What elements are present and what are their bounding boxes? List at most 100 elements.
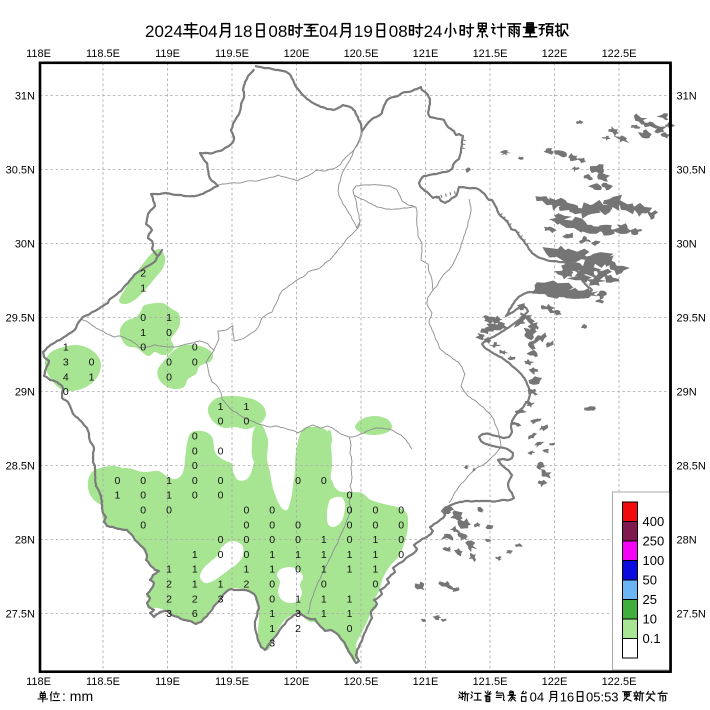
svg-text:28.5N: 28.5N	[6, 461, 35, 473]
svg-text:1: 1	[347, 549, 353, 561]
svg-text:250: 250	[643, 534, 665, 549]
svg-text:1: 1	[321, 593, 327, 605]
svg-text:1: 1	[166, 475, 172, 487]
svg-text:2: 2	[166, 593, 172, 605]
svg-text:2024: 2024	[145, 22, 183, 41]
svg-text:0: 0	[269, 519, 275, 531]
svg-text:1: 1	[166, 312, 172, 324]
svg-text:1: 1	[218, 579, 224, 591]
svg-text:31N: 31N	[677, 91, 697, 103]
svg-text:1: 1	[269, 623, 275, 635]
svg-text:24: 24	[424, 22, 443, 41]
svg-text:30N: 30N	[15, 239, 35, 251]
svg-text:0: 0	[243, 534, 249, 546]
svg-text:29.5N: 29.5N	[6, 313, 35, 325]
svg-text:118.5E: 118.5E	[86, 48, 120, 60]
svg-text:0: 0	[218, 549, 224, 561]
svg-text:118E: 118E	[26, 48, 51, 60]
svg-text:1: 1	[192, 549, 198, 561]
svg-text:1: 1	[269, 608, 275, 620]
svg-text:122.5E: 122.5E	[602, 48, 637, 60]
svg-text:0: 0	[295, 564, 301, 576]
svg-text:0: 0	[243, 505, 249, 517]
svg-text:1: 1	[347, 564, 353, 576]
svg-text:0: 0	[398, 534, 404, 546]
svg-text:1: 1	[166, 490, 172, 502]
svg-text:120.5E: 120.5E	[344, 48, 379, 60]
svg-text:0: 0	[166, 327, 172, 339]
svg-text:18: 18	[234, 22, 253, 41]
svg-text:6: 6	[192, 608, 198, 620]
svg-text:0: 0	[192, 460, 198, 472]
svg-text:19: 19	[354, 22, 373, 41]
svg-text:1: 1	[192, 579, 198, 591]
svg-text:28.5N: 28.5N	[677, 461, 706, 473]
svg-text:0: 0	[218, 445, 224, 457]
svg-text:1: 1	[269, 549, 275, 561]
svg-text:119E: 119E	[155, 48, 180, 60]
svg-text:122E: 122E	[542, 676, 568, 688]
svg-text:0: 0	[218, 534, 224, 546]
svg-text:29N: 29N	[15, 387, 35, 399]
svg-text:120E: 120E	[284, 676, 310, 688]
svg-text:0: 0	[192, 357, 198, 369]
svg-text:1: 1	[295, 549, 301, 561]
svg-text:16: 16	[560, 690, 574, 705]
svg-text:08: 08	[268, 22, 287, 41]
svg-text:: mm: : mm	[62, 688, 93, 704]
svg-text:1: 1	[89, 371, 95, 383]
svg-text:0: 0	[398, 519, 404, 531]
svg-text:1: 1	[372, 549, 378, 561]
svg-text:2: 2	[295, 623, 301, 635]
svg-text:122E: 122E	[542, 48, 568, 60]
svg-text:1: 1	[321, 608, 327, 620]
svg-text:0: 0	[321, 579, 327, 591]
svg-text:1: 1	[192, 564, 198, 576]
svg-text:0: 0	[192, 445, 198, 457]
svg-text:0: 0	[243, 549, 249, 561]
svg-text:400: 400	[643, 514, 665, 529]
svg-text:1: 1	[321, 534, 327, 546]
svg-text:0: 0	[321, 475, 327, 487]
svg-text:118.5E: 118.5E	[86, 676, 120, 688]
svg-text:0: 0	[269, 579, 275, 591]
svg-text:1: 1	[372, 534, 378, 546]
svg-text:0: 0	[89, 357, 95, 369]
svg-text:0: 0	[347, 534, 353, 546]
svg-text:0.1: 0.1	[643, 631, 661, 646]
svg-text:04: 04	[319, 22, 338, 41]
svg-text:0: 0	[140, 519, 146, 531]
svg-text:1: 1	[269, 564, 275, 576]
svg-text:1: 1	[166, 564, 172, 576]
svg-text:0: 0	[63, 386, 69, 398]
svg-text:0: 0	[218, 475, 224, 487]
svg-text:100: 100	[643, 553, 665, 568]
svg-text:28N: 28N	[677, 535, 697, 547]
svg-text:0: 0	[140, 342, 146, 354]
svg-text:04: 04	[530, 690, 544, 705]
svg-text:1: 1	[140, 327, 146, 339]
svg-text:04: 04	[199, 22, 218, 41]
svg-text:0: 0	[166, 505, 172, 517]
svg-text:10: 10	[643, 612, 657, 627]
svg-text:1: 1	[347, 593, 353, 605]
svg-text:1: 1	[243, 401, 249, 413]
svg-text:1: 1	[372, 564, 378, 576]
svg-text:0: 0	[192, 431, 198, 443]
svg-text:0: 0	[372, 505, 378, 517]
svg-text:0: 0	[295, 475, 301, 487]
svg-text:1: 1	[114, 490, 120, 502]
svg-text:0: 0	[269, 593, 275, 605]
svg-text:31N: 31N	[15, 91, 35, 103]
svg-text:121E: 121E	[413, 48, 439, 60]
svg-text:0: 0	[140, 490, 146, 502]
svg-text:50: 50	[643, 573, 657, 588]
svg-text:0: 0	[166, 371, 172, 383]
svg-text:0: 0	[269, 534, 275, 546]
svg-text:0: 0	[218, 490, 224, 502]
svg-text:119E: 119E	[155, 676, 180, 688]
svg-text:0: 0	[347, 519, 353, 531]
svg-text:29N: 29N	[677, 387, 697, 399]
svg-text:25: 25	[643, 592, 657, 607]
svg-text:29.5N: 29.5N	[677, 313, 706, 325]
